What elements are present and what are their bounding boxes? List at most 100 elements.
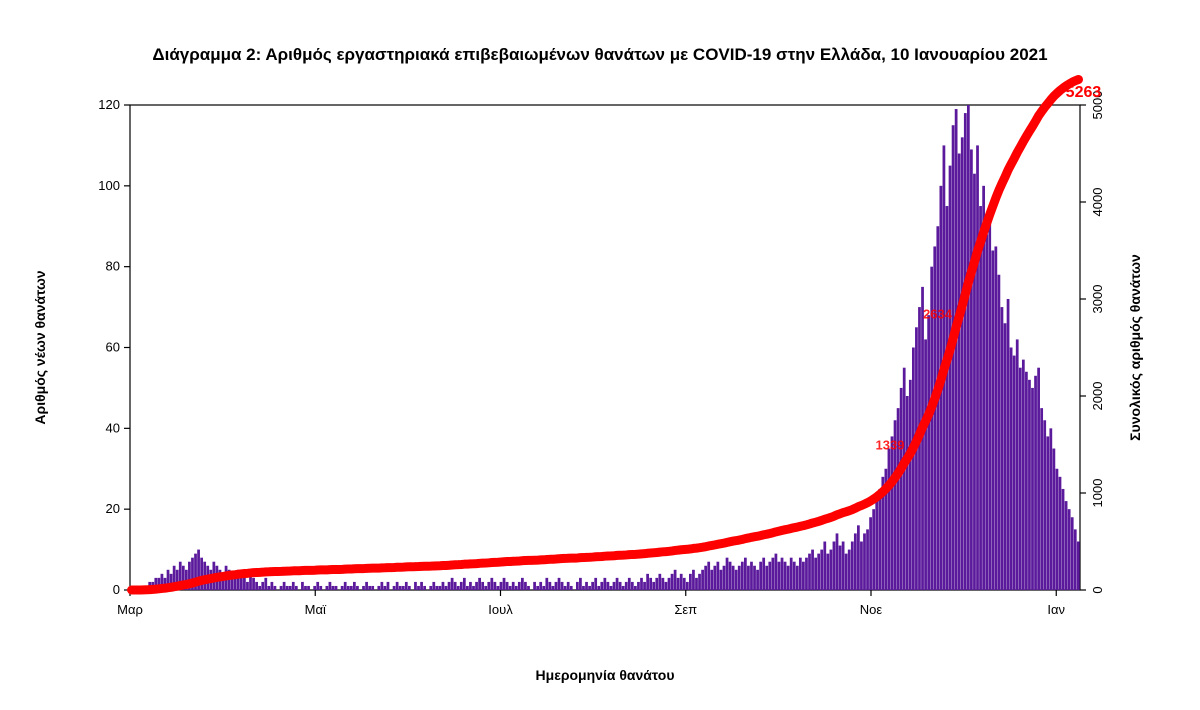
bar [396, 582, 399, 590]
bar [1025, 372, 1028, 590]
x-tick-label: Μαρ [117, 602, 143, 617]
bar [576, 582, 579, 590]
bar [255, 582, 258, 590]
bar [637, 582, 640, 590]
bar [1074, 529, 1077, 590]
bar [1007, 299, 1010, 590]
bar [671, 574, 674, 590]
bar [466, 586, 469, 590]
bar [878, 489, 881, 590]
x-axis-label: Ημερομηνία θανάτου [536, 667, 675, 683]
bar [234, 578, 237, 590]
y-right-tick-label: 1000 [1090, 479, 1105, 508]
bar [927, 315, 930, 590]
y-right-tick-label: 4000 [1090, 188, 1105, 217]
bar [726, 558, 729, 590]
bar [723, 566, 726, 590]
bar [1043, 420, 1046, 590]
bar [961, 137, 964, 590]
bar [677, 578, 680, 590]
bar [771, 558, 774, 590]
bar [796, 566, 799, 590]
bar [811, 550, 814, 590]
bar [616, 578, 619, 590]
bar [713, 566, 716, 590]
bar [704, 566, 707, 590]
bar [848, 550, 851, 590]
x-tick-label: Ιαν [1047, 602, 1065, 617]
bar [1022, 360, 1025, 590]
bar [454, 582, 457, 590]
bar [490, 578, 493, 590]
bar [325, 586, 328, 590]
bar [301, 582, 304, 590]
bar [613, 582, 616, 590]
bar [432, 582, 435, 590]
bar [805, 558, 808, 590]
bar [784, 562, 787, 590]
bar [610, 586, 613, 590]
bar [949, 166, 952, 590]
y-right-tick-label: 3000 [1090, 285, 1105, 314]
bar [500, 582, 503, 590]
bar [536, 586, 539, 590]
bar [607, 582, 610, 590]
bar [967, 105, 970, 590]
bar [845, 554, 848, 590]
bar [567, 582, 570, 590]
bar [787, 566, 790, 590]
bar [918, 307, 921, 590]
bar [512, 582, 515, 590]
bar [405, 582, 408, 590]
bar [863, 533, 866, 590]
bar [778, 562, 781, 590]
chart-svg: Διάγραμμα 2: Αριθμός εργαστηριακά επιβεβ… [0, 0, 1200, 710]
bar [631, 582, 634, 590]
bar [1040, 408, 1043, 590]
bar [561, 582, 564, 590]
bar [368, 586, 371, 590]
bar [686, 582, 689, 590]
bar [1004, 323, 1007, 590]
bar [460, 582, 463, 590]
bar [588, 586, 591, 590]
bar [872, 509, 875, 590]
bar [558, 578, 561, 590]
bar [344, 582, 347, 590]
y-left-tick-label: 100 [98, 178, 120, 193]
bar [555, 582, 558, 590]
bar [448, 582, 451, 590]
bar [457, 586, 460, 590]
bar [793, 562, 796, 590]
bar [994, 246, 997, 590]
bar [716, 562, 719, 590]
bar [970, 149, 973, 590]
cumulative-mid-label: 1339 [876, 437, 905, 452]
bar [814, 558, 817, 590]
bar [494, 582, 497, 590]
bar [542, 586, 545, 590]
bar [836, 533, 839, 590]
bar [756, 570, 759, 590]
bar [399, 586, 402, 590]
bar [442, 582, 445, 590]
bar [1068, 509, 1071, 590]
bar [387, 582, 390, 590]
bar [799, 558, 802, 590]
bar [689, 574, 692, 590]
bar [891, 436, 894, 590]
bar [1037, 368, 1040, 590]
bar [332, 586, 335, 590]
bar [955, 109, 958, 590]
y-left-tick-label: 0 [113, 582, 120, 597]
bar [1031, 388, 1034, 590]
chart-container: Διάγραμμα 2: Αριθμός εργαστηριακά επιβεβ… [0, 0, 1200, 710]
bar [1019, 368, 1022, 590]
bar [936, 226, 939, 590]
bar [524, 582, 527, 590]
bar [353, 582, 356, 590]
bar [634, 586, 637, 590]
bar [423, 586, 426, 590]
x-tick-label: Ιουλ [488, 602, 513, 617]
bar [732, 566, 735, 590]
